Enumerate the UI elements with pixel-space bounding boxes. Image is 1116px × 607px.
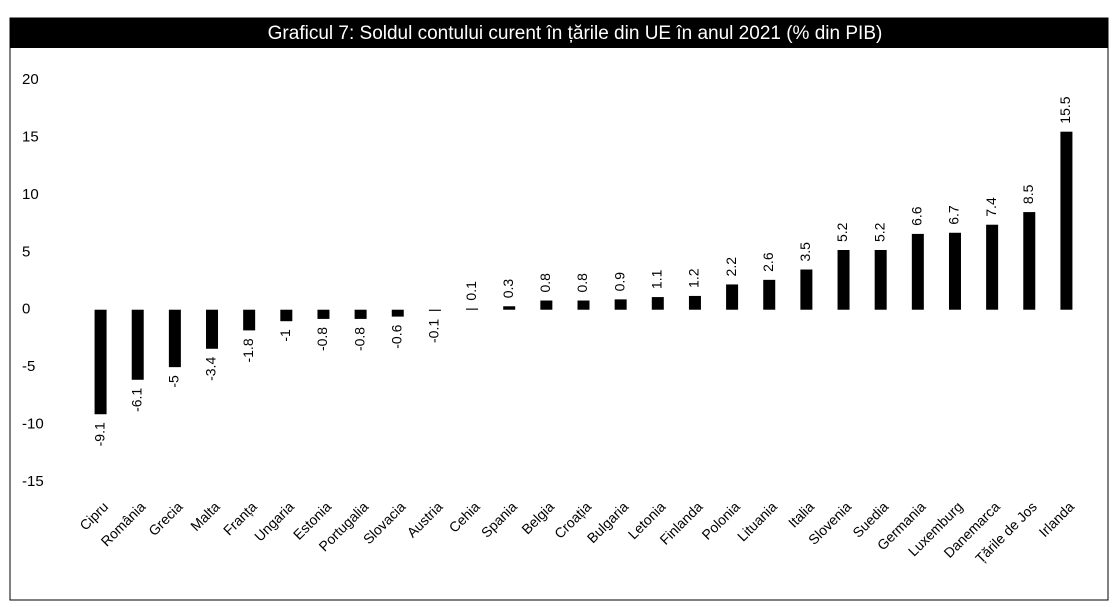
- bar: [577, 300, 590, 310]
- data-label: 0.9: [611, 272, 627, 292]
- y-tick-label: -15: [22, 473, 44, 490]
- data-label: 2.2: [723, 257, 739, 277]
- bar: [874, 249, 887, 310]
- bar: [391, 309, 404, 317]
- data-label: -0.8: [351, 327, 367, 351]
- data-label: 7.4: [983, 197, 999, 217]
- data-label: 5.2: [871, 222, 887, 242]
- bar: [354, 309, 367, 319]
- data-label: -5: [166, 375, 182, 388]
- y-tick-label: 0: [22, 301, 30, 318]
- title-bar: [10, 18, 1108, 48]
- bar: [948, 232, 961, 310]
- data-label: -0.8: [314, 327, 330, 351]
- y-tick-label: -10: [22, 416, 44, 433]
- data-label: 0.8: [574, 273, 590, 293]
- y-tick-label: 20: [22, 71, 39, 88]
- bar: [317, 309, 330, 319]
- data-label: -0.1: [426, 319, 442, 343]
- bar: [1060, 131, 1073, 310]
- data-label: 3.5: [797, 242, 813, 262]
- data-label: 8.5: [1020, 184, 1036, 204]
- y-tick-label: 10: [22, 186, 39, 203]
- bar: [800, 269, 813, 310]
- x-tick-label: Bulgaria: [584, 498, 632, 546]
- data-label: 0.8: [537, 273, 553, 293]
- data-label: -3.4: [203, 357, 219, 381]
- data-label: 0.1: [463, 281, 479, 301]
- data-label: 0.3: [500, 279, 516, 299]
- bar: [986, 224, 999, 310]
- data-label: -0.6: [388, 324, 404, 348]
- x-tick-label: Italia: [785, 498, 817, 530]
- bar: [466, 308, 479, 310]
- x-tick-label: Grecia: [145, 498, 186, 539]
- data-label: -1: [277, 329, 293, 342]
- bar: [726, 284, 739, 310]
- y-tick-label: 15: [22, 128, 39, 145]
- bar: [94, 309, 107, 415]
- data-label: -9.1: [91, 422, 107, 446]
- bar: [911, 233, 924, 310]
- bar: [168, 309, 181, 368]
- data-label: 6.7: [946, 205, 962, 225]
- data-label: -6.1: [128, 388, 144, 412]
- data-label: 1.1: [648, 269, 664, 289]
- bar: [131, 309, 144, 380]
- x-tick-label: Malta: [187, 498, 223, 534]
- bar: [540, 300, 553, 310]
- data-label: 5.2: [834, 222, 850, 242]
- data-label: 2.6: [760, 252, 776, 272]
- data-label: 15.5: [1057, 96, 1073, 123]
- bar: [688, 295, 701, 310]
- x-tick-label: Spania: [478, 498, 520, 540]
- data-label: 1.2: [686, 268, 702, 288]
- x-tick-label: Ungaria: [251, 498, 297, 544]
- bar: [763, 279, 776, 310]
- bar: [503, 306, 516, 310]
- bar: [428, 309, 441, 311]
- bar: [206, 309, 219, 349]
- x-tick-label: Lituania: [734, 498, 780, 544]
- x-tick-label: Austria: [404, 498, 446, 540]
- bar: [1023, 212, 1036, 310]
- data-label: -1.8: [240, 338, 256, 362]
- data-label: 6.6: [909, 206, 925, 226]
- chart-title: Graficul 7: Soldul contului curent în ță…: [268, 23, 883, 44]
- bar: [651, 297, 664, 310]
- x-tick-label: Irlanda: [1036, 498, 1078, 540]
- y-tick-label: 5: [22, 243, 30, 260]
- y-tick-label: -5: [22, 358, 35, 375]
- bar: [614, 299, 627, 310]
- bar: [280, 309, 293, 322]
- bar: [837, 249, 850, 310]
- bar: [243, 309, 256, 331]
